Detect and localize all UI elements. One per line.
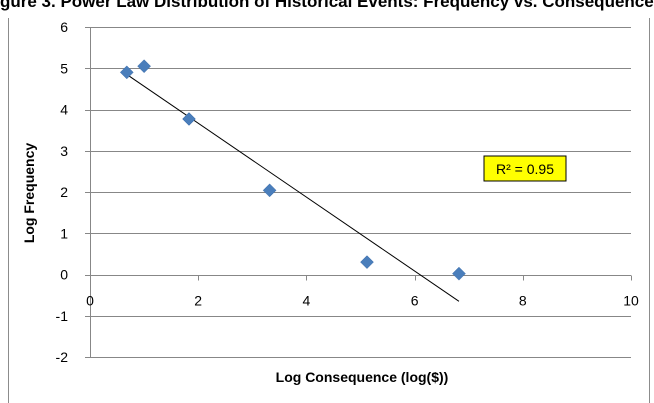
axes bbox=[85, 27, 632, 358]
x-axis-title: Log Consequence (log($)) bbox=[276, 369, 449, 385]
data-point bbox=[119, 65, 134, 80]
y-tick-labels: -2 -1 0 1 2 3 4 5 6 bbox=[56, 19, 69, 365]
y-tick-label: 5 bbox=[60, 60, 68, 76]
trendline bbox=[126, 74, 460, 302]
data-point bbox=[360, 255, 374, 269]
x-tick-label: 10 bbox=[623, 293, 639, 309]
y-axis-title: Log Frequency bbox=[21, 143, 37, 244]
y-tick-label: 4 bbox=[60, 102, 68, 118]
y-tick-label: 0 bbox=[60, 267, 68, 283]
y-tick-label: 1 bbox=[60, 225, 68, 241]
x-tick-labels: 0 2 4 6 8 10 bbox=[86, 293, 639, 309]
gridlines bbox=[90, 27, 631, 358]
y-tick-label: 3 bbox=[60, 143, 68, 159]
r-squared-annotation: R² = 0.95 bbox=[483, 155, 567, 182]
y-tick-label: -1 bbox=[56, 308, 69, 324]
data-point bbox=[262, 183, 277, 198]
data-point bbox=[137, 59, 151, 74]
x-tick-label: 4 bbox=[303, 293, 311, 309]
r-squared-box bbox=[483, 155, 567, 182]
data-point bbox=[452, 266, 466, 281]
data-points bbox=[119, 59, 466, 281]
chart-title: gure 3. Power Law Distribution of Histor… bbox=[0, 0, 654, 11]
data-point bbox=[182, 112, 196, 126]
x-tick-label: 0 bbox=[86, 293, 94, 309]
y-tick-label: 6 bbox=[60, 19, 68, 35]
trendline-group bbox=[126, 74, 460, 302]
x-tick-label: 6 bbox=[411, 293, 419, 309]
r-squared-label: R² = 0.95 bbox=[496, 161, 554, 177]
x-tick-label: 2 bbox=[194, 293, 202, 309]
y-tick-label: -2 bbox=[56, 349, 69, 365]
y-tick-label: 2 bbox=[60, 184, 68, 200]
x-tick-label: 8 bbox=[519, 293, 527, 309]
